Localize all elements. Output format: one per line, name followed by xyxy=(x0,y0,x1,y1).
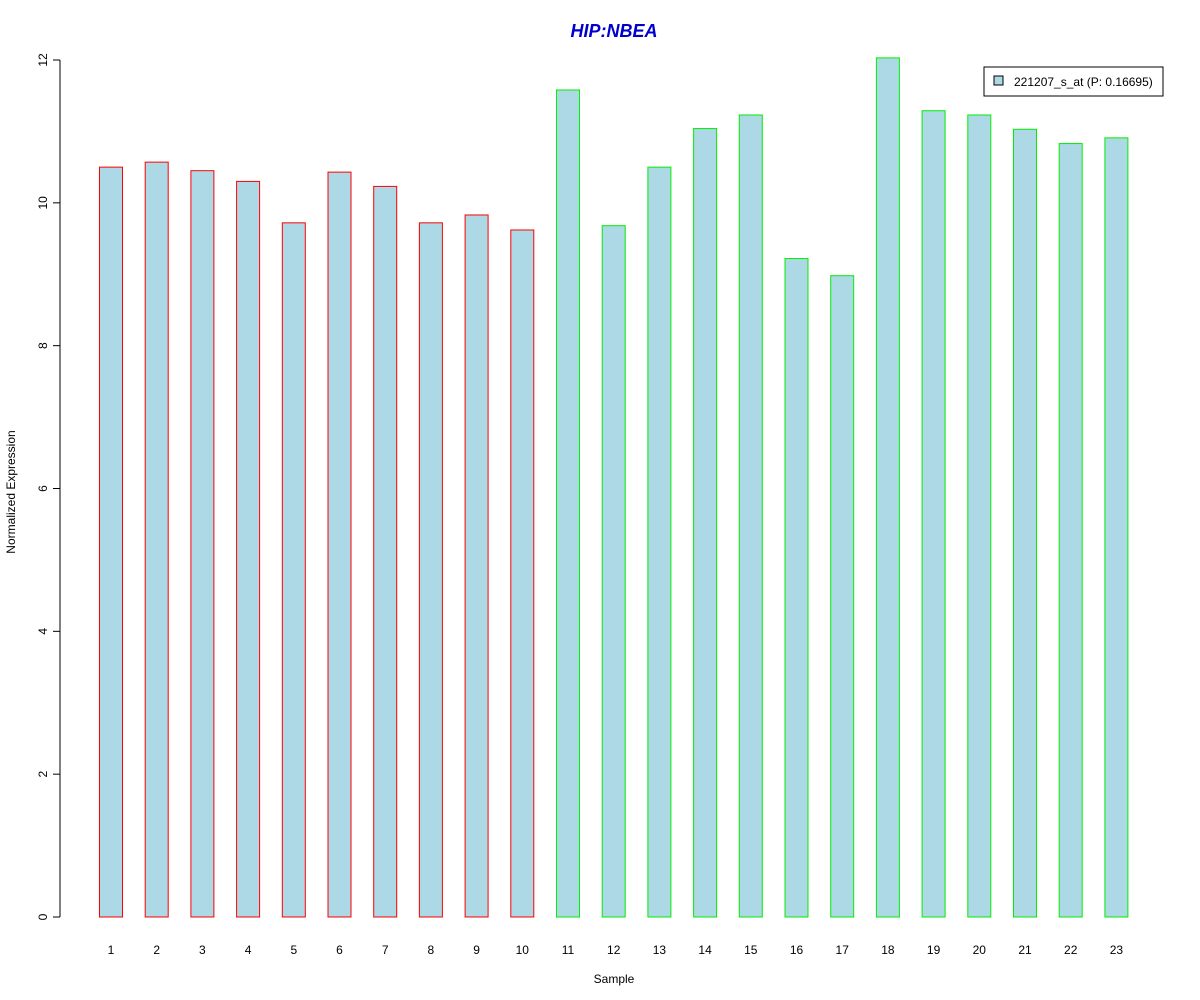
y-tick-label: 2 xyxy=(36,771,50,778)
x-axis-tick-labels: 1 2 3 4 5 6 7 8 9 10 11 12 13 14 15 16 17 18 19 20 21 22 23 xyxy=(108,943,1124,957)
x-axis-title: Sample xyxy=(594,972,635,986)
legend-swatch xyxy=(993,75,1004,86)
x-tick-label: 19 xyxy=(927,943,941,957)
x-tick-label: 20 xyxy=(973,943,987,957)
x-tick-label: 15 xyxy=(744,943,758,957)
x-tick-label: 3 xyxy=(199,943,206,957)
x-tick-label: 22 xyxy=(1064,943,1078,957)
x-tick-label: 1 xyxy=(108,943,115,957)
bar-sample-5 xyxy=(281,222,306,918)
bar-sample-10 xyxy=(510,229,535,918)
x-tick-label: 14 xyxy=(698,943,712,957)
x-tick-label: 16 xyxy=(790,943,804,957)
x-tick-label: 23 xyxy=(1110,943,1124,957)
y-tick-label: 8 xyxy=(36,342,50,349)
bar-sample-9 xyxy=(464,214,489,918)
x-tick-label: 4 xyxy=(245,943,252,957)
y-axis: 0 2 4 6 8 10 12 xyxy=(36,53,61,920)
bars-group xyxy=(99,57,1129,918)
bar-sample-19 xyxy=(921,110,946,918)
x-tick-label: 21 xyxy=(1018,943,1032,957)
bar-sample-2 xyxy=(144,161,169,918)
bar-sample-8 xyxy=(418,222,443,918)
legend-label: 221207_s_at (P: 0.16695) xyxy=(1014,75,1153,89)
x-tick-label: 17 xyxy=(836,943,850,957)
bar-sample-3 xyxy=(190,170,215,918)
x-tick-label: 2 xyxy=(153,943,160,957)
x-tick-label: 7 xyxy=(382,943,389,957)
y-tick-label: 0 xyxy=(36,913,50,920)
x-tick-label: 10 xyxy=(516,943,530,957)
x-tick-label: 12 xyxy=(607,943,621,957)
x-tick-label: 6 xyxy=(336,943,343,957)
y-axis-title: Normalized Expression xyxy=(4,430,18,553)
bar-sample-11 xyxy=(556,89,580,918)
bar-sample-4 xyxy=(236,180,261,918)
y-tick-label: 4 xyxy=(36,628,50,635)
y-tick-label: 10 xyxy=(36,196,50,210)
x-tick-label: 8 xyxy=(428,943,435,957)
bar-sample-16 xyxy=(784,258,809,918)
bar-sample-21 xyxy=(1013,128,1037,918)
y-tick-label: 6 xyxy=(36,485,50,492)
bar-sample-18 xyxy=(875,57,900,918)
x-tick-label: 9 xyxy=(473,943,480,957)
x-tick-label: 18 xyxy=(881,943,895,957)
y-tick-label: 12 xyxy=(36,53,50,67)
legend: 221207_s_at (P: 0.16695) xyxy=(983,66,1164,97)
bar-sample-22 xyxy=(1058,143,1083,918)
x-tick-label: 11 xyxy=(562,943,575,957)
bar-sample-1 xyxy=(99,166,123,918)
bar-sample-20 xyxy=(967,114,992,918)
x-tick-label: 5 xyxy=(290,943,297,957)
bar-sample-12 xyxy=(601,225,626,918)
bar-sample-7 xyxy=(373,185,398,918)
bar-sample-14 xyxy=(693,128,718,918)
legend-box xyxy=(983,66,1164,97)
x-tick-label: 13 xyxy=(653,943,667,957)
bar-sample-23 xyxy=(1104,137,1129,918)
chart-title: HIP:NBEA xyxy=(570,21,657,41)
bar-sample-6 xyxy=(327,171,352,918)
bar-sample-15 xyxy=(738,114,763,918)
bar-sample-17 xyxy=(830,275,855,918)
bar-sample-13 xyxy=(647,166,672,918)
